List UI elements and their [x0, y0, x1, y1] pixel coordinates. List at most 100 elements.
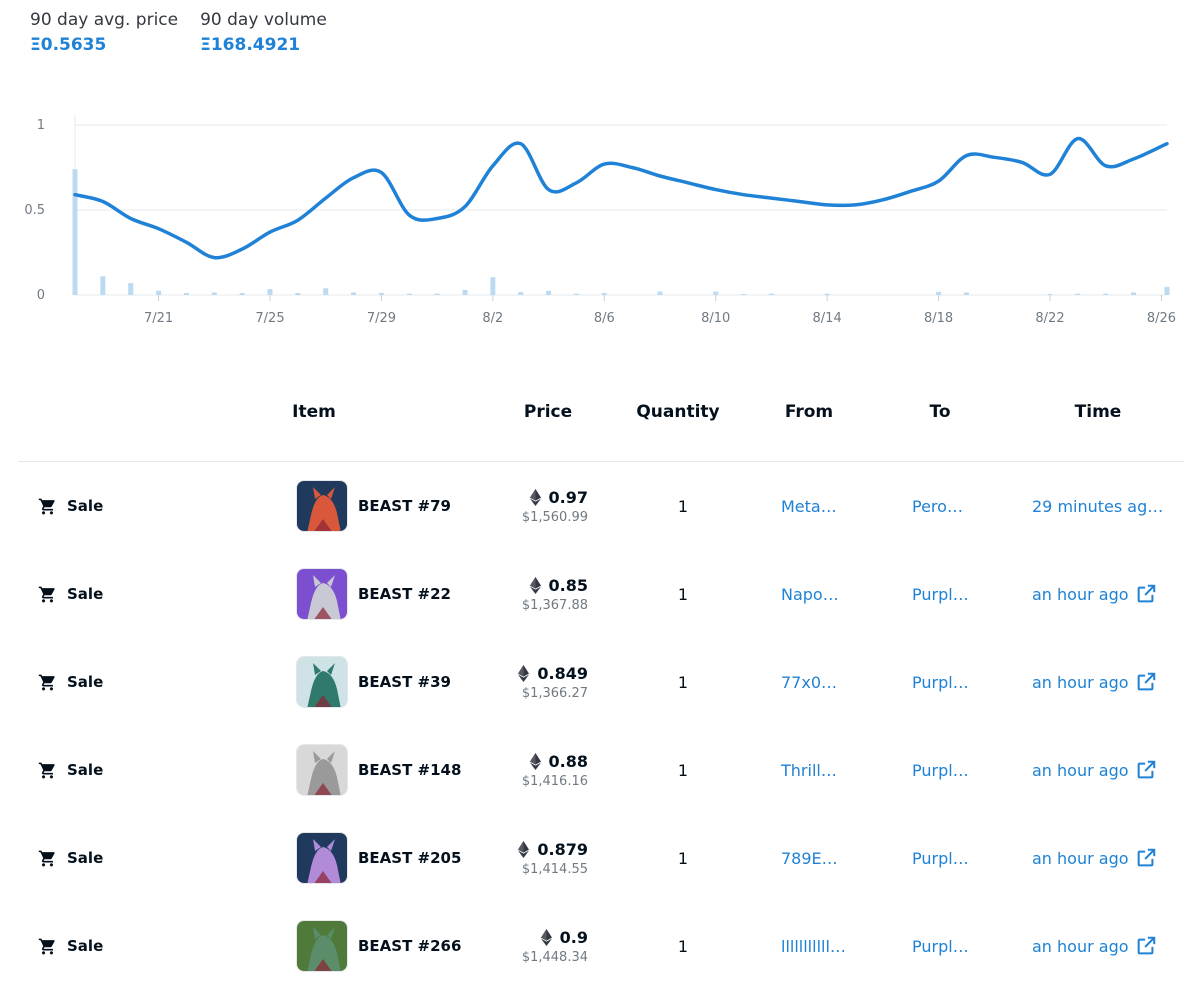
- volume-bar: [267, 289, 273, 295]
- volume-bar: [1047, 293, 1053, 295]
- external-link-icon[interactable]: [1135, 671, 1157, 693]
- nft-thumbnail[interactable]: [296, 568, 348, 620]
- x-tick-label: 8/2: [482, 311, 503, 326]
- price-cell: 0.9 $1,448.34: [488, 902, 588, 984]
- to-account-link[interactable]: Purpl…: [912, 848, 969, 868]
- volume-bar: [406, 293, 412, 295]
- external-link-icon[interactable]: [1135, 583, 1157, 605]
- item-cell[interactable]: BEAST #79: [296, 462, 451, 550]
- nft-thumbnail[interactable]: [296, 656, 348, 708]
- eth-icon: [529, 576, 541, 594]
- item-name[interactable]: BEAST #266: [358, 937, 462, 955]
- quantity: 1: [677, 848, 689, 868]
- x-tick-label: 8/6: [594, 311, 615, 326]
- price-cell: 0.849 $1,366.27: [488, 638, 588, 726]
- item-cell[interactable]: BEAST #148: [296, 726, 461, 814]
- volume-bar: [378, 292, 384, 295]
- table-row[interactable]: Sale BEAST #79 0.97 $1,560.99 1 Meta… Pero… 29 …: [18, 462, 1184, 550]
- external-link-icon[interactable]: [1135, 847, 1157, 869]
- volume-bar: [518, 291, 524, 295]
- volume-bar: [239, 292, 245, 295]
- time-link[interactable]: an hour ago: [1032, 760, 1129, 780]
- cart-icon: [38, 761, 57, 780]
- eth-icon: [529, 488, 541, 506]
- price-cell: 0.85 $1,367.88: [488, 550, 588, 638]
- volume-bar: [546, 290, 552, 295]
- table-row[interactable]: Sale BEAST #205 0.879 $1,414.55 1 789E… Purpl……: [18, 814, 1184, 902]
- to-account-link[interactable]: Purpl…: [912, 584, 969, 604]
- to-account-link[interactable]: Purpl…: [912, 672, 969, 692]
- volume-bar: [462, 289, 468, 295]
- volume-bar: [601, 292, 607, 295]
- time-link[interactable]: 29 minutes ag…: [1032, 496, 1164, 516]
- from-account-link[interactable]: Thrill…: [781, 760, 837, 780]
- price-eth: 0.88: [548, 751, 588, 771]
- volume-bar: [963, 292, 969, 295]
- x-tick-label: 7/25: [255, 311, 284, 326]
- nft-thumbnail[interactable]: [296, 920, 348, 972]
- nft-thumbnail[interactable]: [296, 832, 348, 884]
- table-row[interactable]: Sale BEAST #148 0.88 $1,416.16 1 Thrill… Purpl…: [18, 726, 1184, 814]
- price-eth: 0.85: [548, 575, 588, 595]
- volume-bar: [1103, 293, 1109, 295]
- table-row[interactable]: Sale BEAST #266 0.9 $1,448.34 1 lllllllllll… P…: [18, 902, 1184, 984]
- event-label: Sale: [67, 673, 104, 691]
- to-account-link[interactable]: Purpl…: [912, 936, 969, 956]
- from-account-link[interactable]: 77x0…: [781, 672, 838, 692]
- from-account-link[interactable]: lllllllllll…: [781, 936, 846, 956]
- time-link[interactable]: an hour ago: [1032, 848, 1129, 868]
- item-name[interactable]: BEAST #39: [358, 673, 451, 691]
- time-link[interactable]: an hour ago: [1032, 936, 1129, 956]
- x-tick-label: 8/10: [701, 311, 730, 326]
- nft-thumbnail[interactable]: [296, 744, 348, 796]
- price-usd: $1,560.99: [521, 509, 588, 525]
- col-header-price[interactable]: Price: [523, 402, 573, 422]
- external-link-icon[interactable]: [1135, 759, 1157, 781]
- from-account-link[interactable]: Napo…: [781, 584, 839, 604]
- table-row[interactable]: Sale BEAST #39 0.849 $1,366.27 1 77x0… Purpl… a…: [18, 638, 1184, 726]
- table-row[interactable]: Sale BEAST #22 0.85 $1,367.88 1 Napo… Purpl… an…: [18, 550, 1184, 638]
- price-usd: $1,366.27: [521, 685, 588, 701]
- event-type: Sale: [38, 902, 103, 984]
- price-usd: $1,414.55: [521, 861, 588, 877]
- item-cell[interactable]: BEAST #39: [296, 638, 451, 726]
- item-name[interactable]: BEAST #148: [358, 761, 462, 779]
- price-eth: 0.97: [548, 487, 588, 507]
- item-cell[interactable]: BEAST #22: [296, 550, 451, 638]
- from-account-link[interactable]: Meta…: [781, 496, 837, 516]
- volume-bar: [741, 293, 747, 295]
- price-cell: 0.97 $1,560.99: [488, 462, 588, 550]
- external-link-icon[interactable]: [1135, 935, 1157, 957]
- volume-value: Ξ168.4921: [200, 35, 301, 55]
- item-cell[interactable]: BEAST #266: [296, 902, 461, 984]
- volume-bar: [72, 169, 78, 295]
- nft-thumbnail[interactable]: [296, 480, 348, 532]
- from-account-link[interactable]: 789E…: [781, 848, 838, 868]
- col-header-quantity[interactable]: Quantity: [636, 402, 720, 422]
- event-type: Sale: [38, 814, 103, 902]
- price-eth: 0.9: [559, 927, 588, 947]
- col-header-time[interactable]: Time: [1074, 402, 1122, 422]
- price-cell: 0.88 $1,416.16: [488, 726, 588, 814]
- item-name[interactable]: BEAST #22: [358, 585, 451, 603]
- price-cell: 0.879 $1,414.55: [488, 814, 588, 902]
- volume-bar: [1131, 292, 1137, 295]
- time-link[interactable]: an hour ago: [1032, 584, 1129, 604]
- col-header-from[interactable]: From: [784, 402, 834, 422]
- price-history-chart[interactable]: 1 0.5 0 7/21 7/25 7/29 8/2 8/6 8/10 8/14 8/18 8/22 8…: [0, 100, 1200, 340]
- to-account-link[interactable]: Purpl…: [912, 760, 969, 780]
- stats-bar: 90 day avg. price Ξ0.5635 90 day volume …: [30, 8, 327, 58]
- col-header-item[interactable]: Item: [292, 402, 336, 422]
- price-line: [73, 136, 1169, 260]
- price-eth: 0.849: [537, 663, 588, 683]
- time-link[interactable]: an hour ago: [1032, 672, 1129, 692]
- volume-bar: [211, 292, 217, 295]
- item-cell[interactable]: BEAST #205: [296, 814, 461, 902]
- col-header-to[interactable]: To: [929, 402, 951, 422]
- quantity: 1: [677, 672, 689, 692]
- event-label: Sale: [67, 761, 104, 779]
- quantity: 1: [677, 584, 689, 604]
- to-account-link[interactable]: Pero…: [912, 496, 963, 516]
- item-name[interactable]: BEAST #205: [358, 849, 462, 867]
- item-name[interactable]: BEAST #79: [358, 497, 451, 515]
